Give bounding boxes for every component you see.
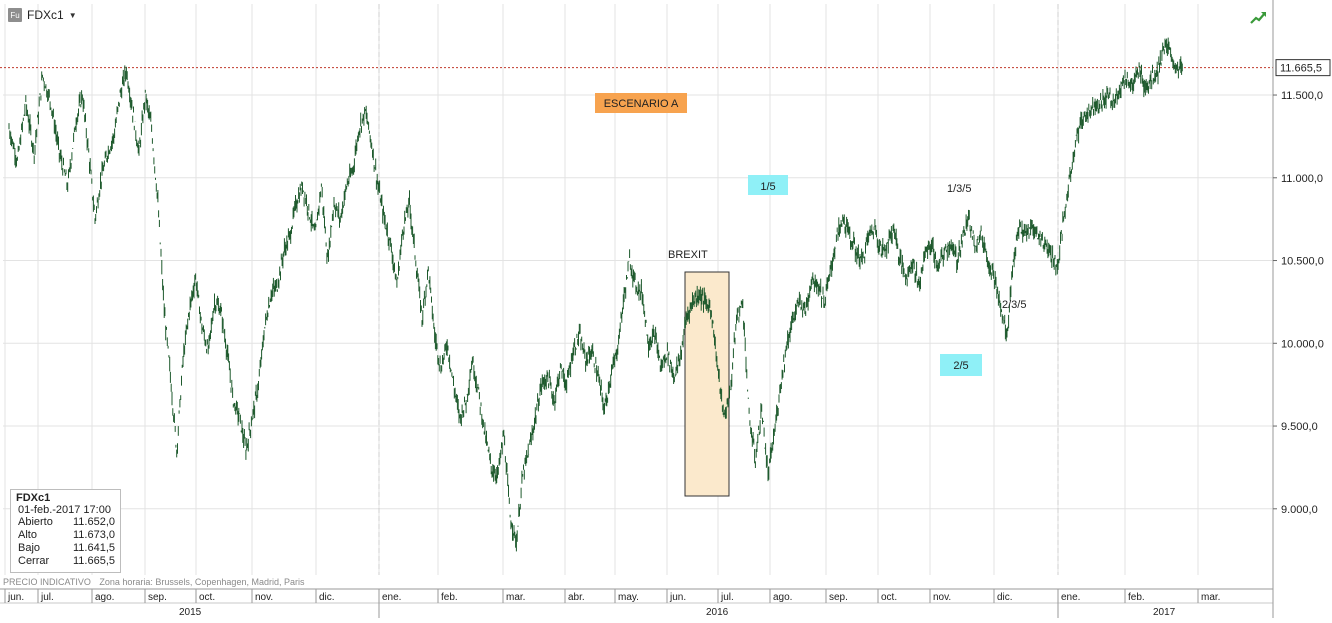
indicative-price-note: PRECIO INDICATIVO (3, 577, 91, 587)
price-axis-tick-label: 11.500,0 (1281, 90, 1323, 102)
price-axis-tick-label: 10.500,0 (1281, 256, 1324, 268)
info-label: Cerrar (18, 555, 50, 567)
month-tick-label: ago. (95, 592, 114, 603)
wave-annotation-box (940, 354, 982, 376)
month-tick-label: mar. (1201, 592, 1220, 603)
last-price-label-box (1275, 59, 1331, 77)
info-row-high: Alto 11.673,0 (16, 529, 115, 542)
month-tick-label: ene. (382, 592, 401, 603)
info-value: 11.665,5 (72, 555, 115, 567)
chart-annotation: 1/3/5 (947, 183, 971, 195)
ohlc-info-box: FDXc1 01-feb.-2017 17:00 Abierto 11.652,… (10, 489, 121, 573)
month-tick-label: feb. (441, 592, 458, 603)
year-label: 2015 (179, 607, 202, 618)
chevron-down-icon[interactable]: ▼ (68, 10, 77, 20)
month-tick-label: feb. (1128, 592, 1145, 603)
info-value: 11.641,5 (72, 542, 115, 554)
trend-up-icon[interactable] (1250, 9, 1268, 25)
month-tick-label: jul. (40, 592, 54, 603)
year-label: 2016 (706, 607, 729, 618)
month-tick-label: jun. (669, 592, 686, 603)
info-label: Abierto (18, 516, 53, 528)
month-tick-label: nov. (933, 592, 951, 603)
month-tick-label: may. (618, 592, 639, 603)
month-tick-label: ago. (773, 592, 792, 603)
chart-annotation: 2/3/5 (1002, 299, 1026, 311)
month-tick-label: dic. (997, 592, 1013, 603)
timezone-note: Zona horaria: Brussels, Copenhagen, Madr… (99, 577, 305, 587)
ticker-symbol[interactable]: FDXc1 (27, 8, 64, 22)
month-tick-label: dic. (319, 592, 335, 603)
price-axis-tick-label: 9.500,0 (1281, 421, 1318, 433)
last-price-label: 11.665,5 (1280, 63, 1322, 75)
month-tick-label: oct. (881, 592, 897, 603)
chart-annotation: BREXIT (668, 249, 708, 261)
info-row-close: Cerrar 11.665,5 (16, 555, 115, 568)
info-label: Bajo (18, 542, 41, 554)
scenario-annotation: ESCENARIO A (604, 98, 679, 110)
info-value: 11.673,0 (72, 529, 115, 541)
price-axis-background (1273, 0, 1332, 589)
month-tick-label: mar. (506, 592, 525, 603)
month-tick-label: jul. (720, 592, 734, 603)
month-tick-label: sep. (829, 592, 848, 603)
wave-annotation: 1/5 (760, 181, 775, 193)
month-tick-label: sep. (148, 592, 167, 603)
month-tick-label: ene. (1061, 592, 1080, 603)
instrument-type-badge: Fu (8, 8, 22, 22)
footer-note: PRECIO INDICATIVO Zona horaria: Brussels… (3, 577, 304, 587)
info-value: 11.652,0 (72, 516, 115, 528)
info-box-title: FDXc1 (16, 492, 51, 504)
info-row-low: Bajo 11.641,5 (16, 542, 115, 555)
wave-annotation: 2/5 (953, 360, 968, 372)
scenario-annotation-box (595, 93, 687, 113)
price-axis-tick-label: 10.000,0 (1281, 338, 1324, 350)
info-row-open: Abierto 11.652,0 (16, 516, 115, 529)
wave-annotation-box (748, 175, 788, 195)
info-box-datetime: 01-feb.-2017 17:00 (18, 504, 111, 516)
month-tick-label: nov. (255, 592, 273, 603)
month-tick-label: oct. (199, 592, 215, 603)
month-tick-label: abr. (568, 592, 585, 603)
ticker-header[interactable]: Fu FDXc1 ▼ (8, 8, 77, 22)
info-label: Alto (18, 529, 37, 541)
year-label: 2017 (1153, 607, 1176, 618)
month-tick-label: jun. (7, 592, 24, 603)
price-axis-tick-label: 9.000,0 (1281, 504, 1318, 516)
price-axis-tick-label: 11.000,0 (1281, 173, 1323, 185)
